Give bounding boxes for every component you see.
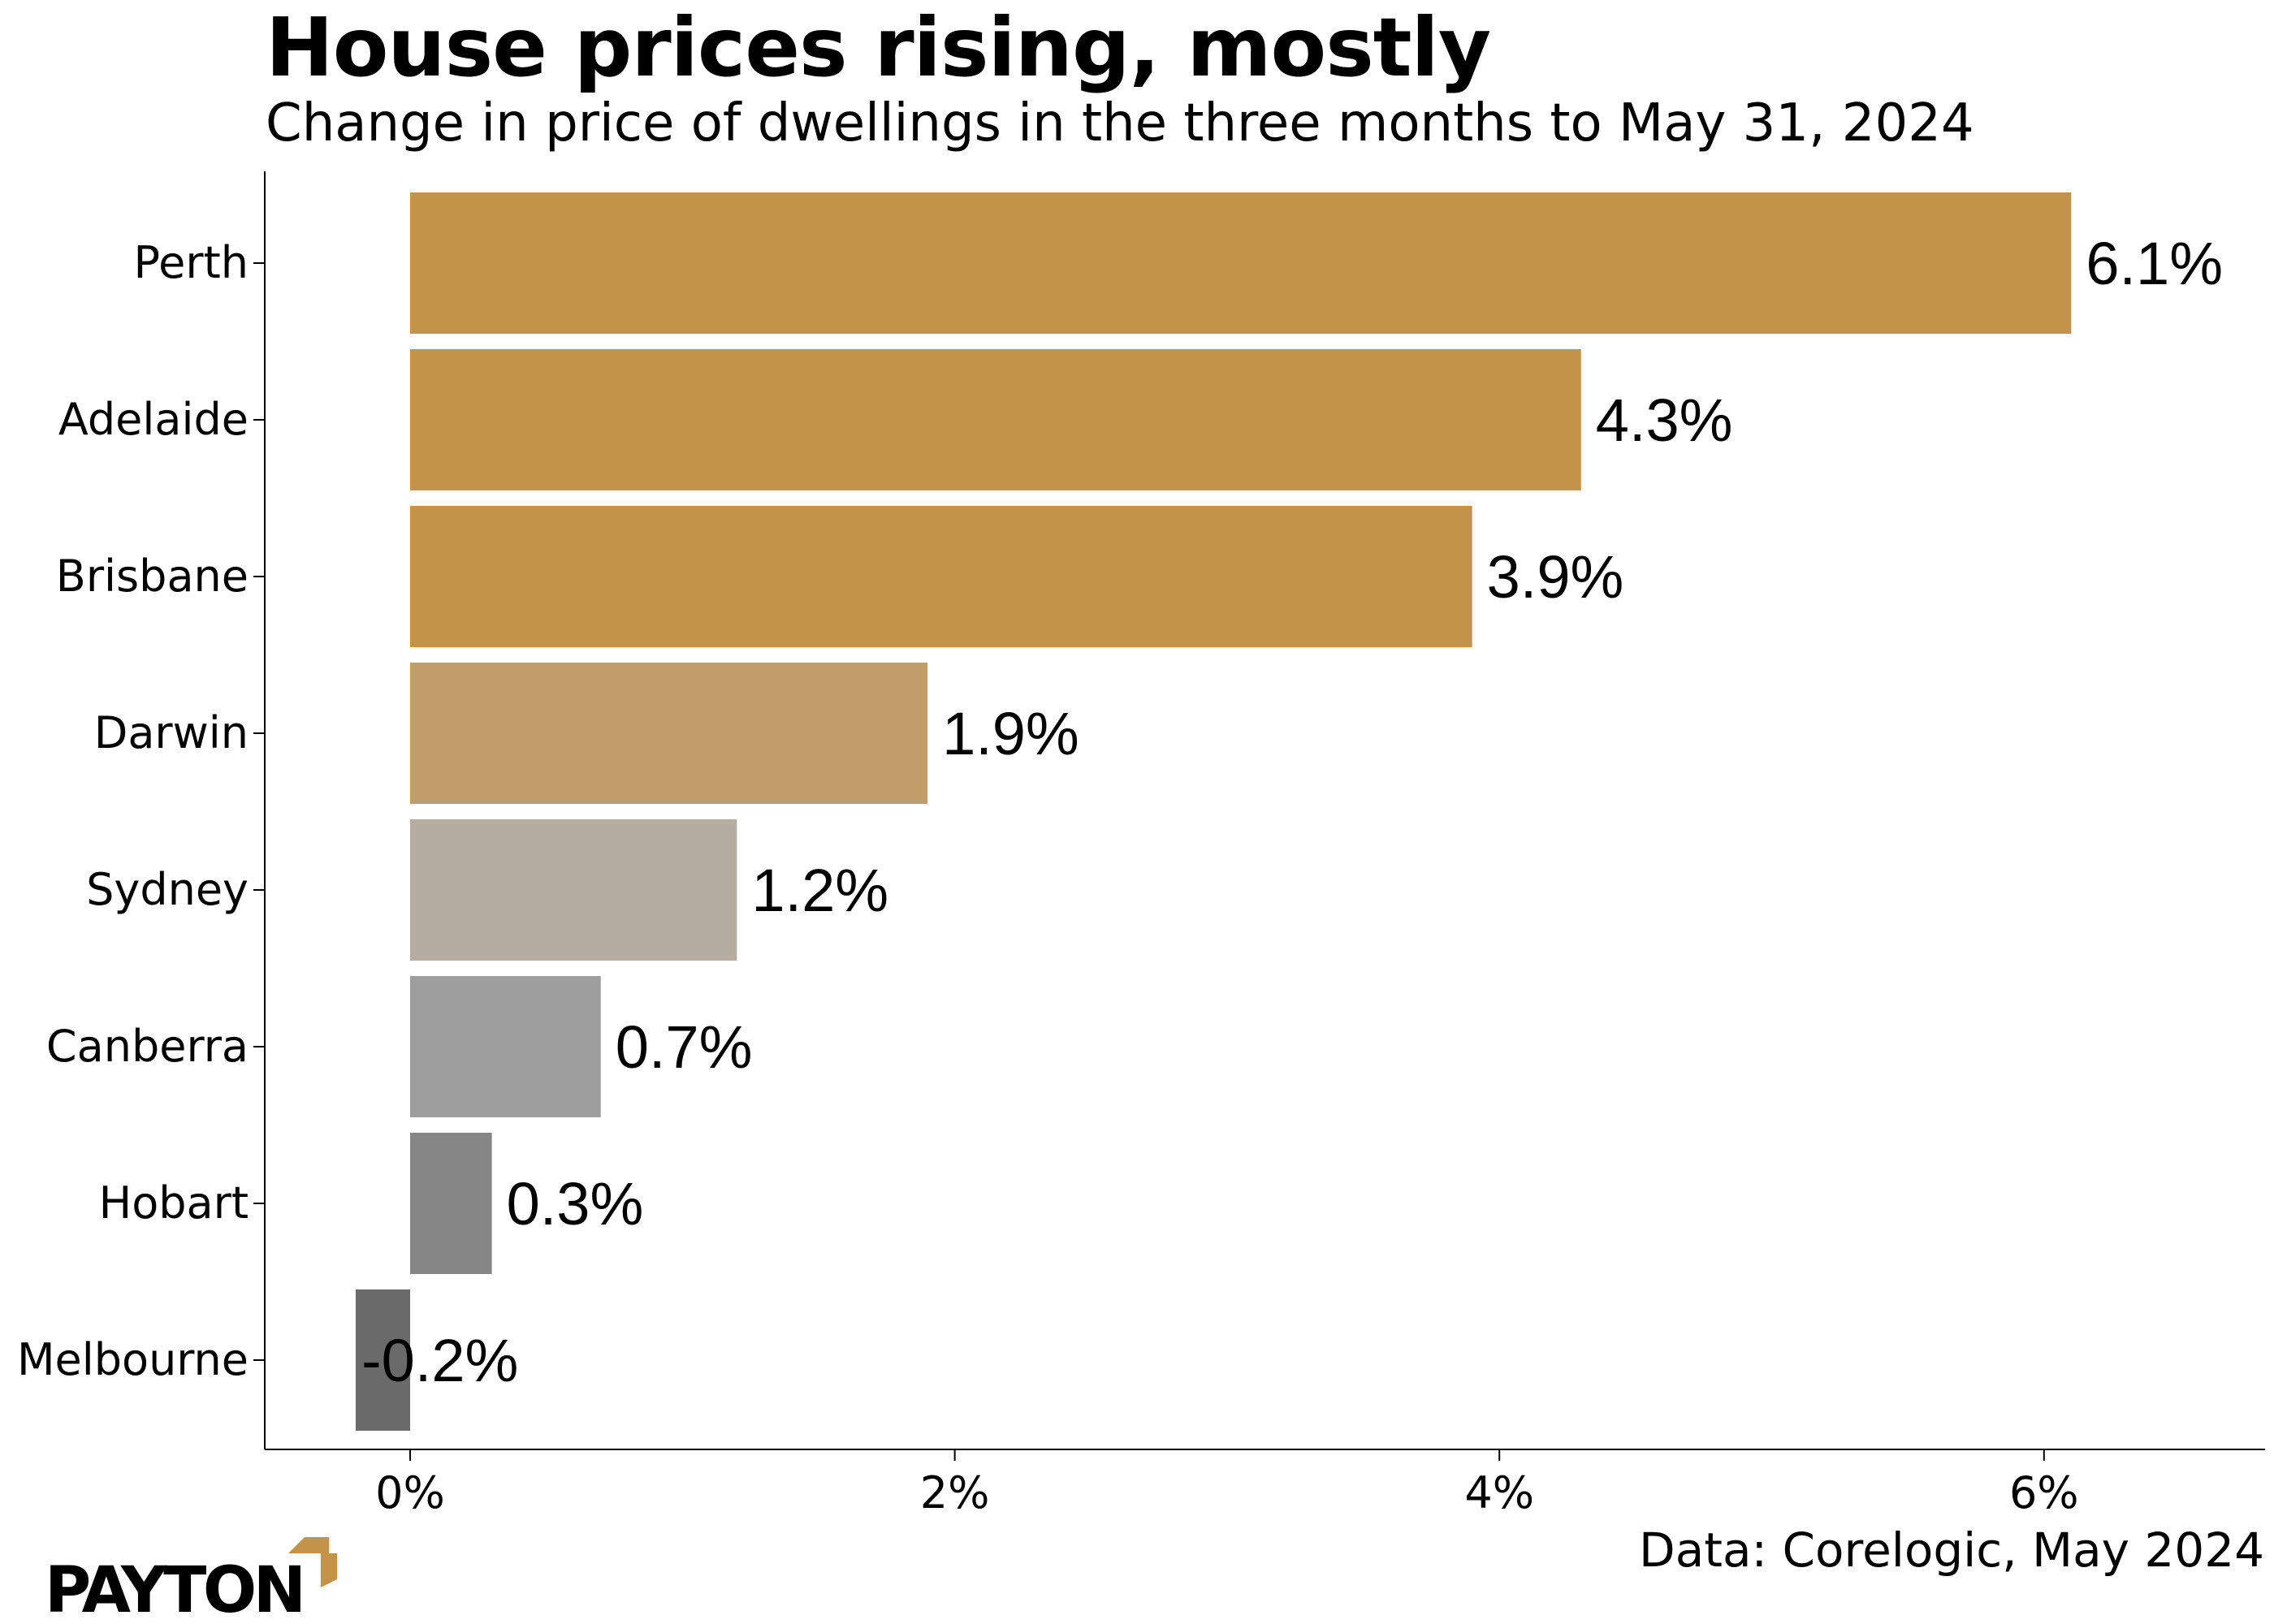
logo-mark-side (321, 1553, 337, 1587)
chart-subtitle: Change in price of dwellings in the thre… (266, 93, 1974, 153)
category-label: Adelaide (58, 394, 249, 445)
value-label: -0.2% (361, 1327, 518, 1394)
payton-logo: PAYTON (45, 1537, 337, 1616)
bar-canberra (410, 976, 601, 1117)
source-note: Data: Corelogic, May 2024 (1639, 1522, 2264, 1578)
value-label: 0.7% (616, 1013, 753, 1081)
x-tick-label: 4% (1464, 1467, 1534, 1518)
category-label: Perth (134, 237, 249, 288)
bar-darwin (410, 663, 928, 804)
bar-melbourne (355, 1289, 410, 1431)
bar-sydney (410, 819, 737, 961)
category-label: Hobart (99, 1177, 249, 1229)
category-label: Canberra (46, 1021, 249, 1072)
bar-perth (410, 192, 2072, 334)
logo-text: PAYTON (45, 1554, 306, 1616)
category-label: Melbourne (17, 1334, 249, 1385)
logo-mark-top (288, 1537, 329, 1553)
chart-title: House prices rising, mostly (266, 0, 1491, 95)
category-label: Brisbane (56, 551, 249, 602)
value-label: 4.3% (1596, 387, 1733, 454)
category-label: Darwin (94, 707, 249, 758)
category-label: Sydney (86, 864, 249, 915)
x-tick-label: 0% (375, 1467, 445, 1518)
bar-brisbane (410, 506, 1472, 647)
value-label: 6.1% (2086, 230, 2223, 297)
value-label: 3.9% (1487, 543, 1624, 611)
x-tick-label: 6% (2009, 1467, 2079, 1518)
x-tick-label: 2% (920, 1467, 990, 1518)
value-label: 1.9% (942, 700, 1079, 767)
value-label: 0.3% (507, 1170, 644, 1237)
value-label: 1.2% (751, 857, 888, 924)
bar-adelaide (410, 349, 1581, 490)
bar-hobart (410, 1133, 492, 1274)
